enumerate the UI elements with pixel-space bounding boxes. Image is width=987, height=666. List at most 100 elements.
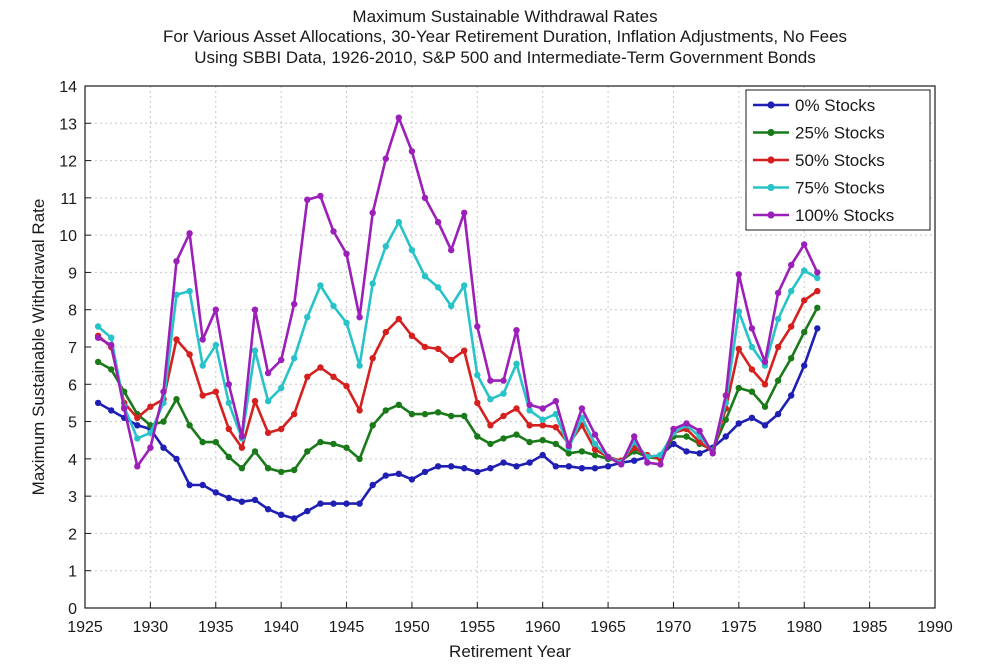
data-point-100pct-stocks [199, 336, 206, 343]
data-point-100pct-stocks [395, 114, 402, 121]
data-point-100pct-stocks [683, 420, 690, 427]
legend-item-0pct-stocks: 0% Stocks [753, 96, 875, 115]
data-point-0pct-stocks [278, 511, 285, 518]
data-point-100pct-stocks [121, 405, 128, 412]
data-point-100pct-stocks [212, 306, 219, 313]
data-point-75pct-stocks [552, 410, 559, 418]
data-point-100pct-stocks [618, 461, 625, 468]
data-point-100pct-stocks [448, 246, 455, 254]
data-point-75pct-stocks [500, 390, 507, 397]
y-tick-label: 2 [68, 526, 77, 543]
data-point-25pct-stocks [591, 451, 599, 459]
data-point-25pct-stocks [748, 388, 756, 395]
data-point-100pct-stocks [238, 433, 246, 440]
data-point-0pct-stocks [748, 414, 756, 421]
y-axis-label: Maximum Sustainable Withdrawal Rate [29, 199, 48, 496]
data-point-25pct-stocks [238, 465, 246, 472]
data-point-50pct-stocks [304, 373, 311, 380]
data-point-0pct-stocks [382, 472, 389, 479]
data-point-0pct-stocks [225, 494, 232, 502]
data-point-25pct-stocks [330, 440, 337, 448]
data-point-75pct-stocks [173, 291, 180, 298]
data-point-25pct-stocks [461, 412, 468, 420]
data-point-0pct-stocks [369, 481, 376, 489]
data-point-0pct-stocks [604, 463, 612, 470]
data-point-100pct-stocks [94, 334, 102, 341]
data-point-50pct-stocks [801, 297, 808, 304]
data-point-100pct-stocks [631, 433, 638, 440]
x-axis-label: Retirement Year [449, 642, 571, 661]
data-point-75pct-stocks [186, 287, 193, 295]
data-point-0pct-stocks [670, 440, 677, 448]
data-point-75pct-stocks [317, 282, 324, 289]
data-point-50pct-stocks [748, 366, 756, 373]
data-point-75pct-stocks [356, 362, 363, 369]
data-point-75pct-stocks [814, 274, 821, 282]
chart-title: Maximum Sustainable Withdrawal Rates For… [163, 7, 847, 67]
data-point-0pct-stocks [317, 500, 324, 507]
data-point-25pct-stocks [304, 448, 311, 455]
data-point-75pct-stocks [108, 334, 115, 341]
data-point-50pct-stocks [238, 444, 246, 451]
data-point-25pct-stocks [317, 438, 324, 446]
legend-marker-100pct-stocks [767, 211, 775, 219]
data-point-0pct-stocks [212, 489, 219, 496]
data-point-50pct-stocks [264, 429, 272, 436]
data-point-100pct-stocks [788, 261, 795, 269]
data-point-50pct-stocks [474, 399, 481, 407]
data-point-0pct-stocks [134, 422, 141, 429]
data-point-50pct-stocks [774, 343, 782, 351]
data-point-0pct-stocks [591, 465, 599, 472]
data-point-75pct-stocks [748, 343, 756, 351]
data-point-50pct-stocks [434, 345, 442, 353]
x-tick-label: 1975 [721, 619, 757, 636]
data-point-100pct-stocks [487, 377, 494, 384]
data-point-100pct-stocks [748, 325, 756, 332]
data-point-50pct-stocks [408, 332, 416, 339]
data-point-0pct-stocks [631, 457, 638, 464]
y-tick-label: 11 [60, 191, 77, 208]
data-point-100pct-stocks [578, 405, 586, 412]
data-point-25pct-stocks [278, 468, 285, 476]
legend-label-75pct-stocks: 75% Stocks [795, 179, 885, 198]
data-point-25pct-stocks [225, 453, 232, 461]
data-point-25pct-stocks [199, 438, 206, 446]
data-point-0pct-stocks [696, 450, 703, 457]
data-point-100pct-stocks [278, 356, 285, 364]
series-layer [94, 114, 821, 522]
x-tick-label: 1930 [133, 619, 169, 636]
data-point-75pct-stocks [264, 397, 272, 405]
y-tick-label: 14 [59, 79, 77, 96]
y-tick-label: 9 [68, 265, 77, 282]
data-point-0pct-stocks [448, 463, 455, 470]
data-point-75pct-stocks [801, 267, 808, 274]
data-point-25pct-stocks [814, 304, 821, 311]
data-point-0pct-stocks [94, 399, 102, 407]
data-point-75pct-stocks [304, 314, 311, 321]
data-point-100pct-stocks [526, 401, 533, 408]
legend-label-25pct-stocks: 25% Stocks [795, 124, 885, 143]
data-point-100pct-stocks [735, 271, 742, 278]
data-point-0pct-stocks [408, 476, 416, 483]
x-tick-label: 1980 [786, 619, 822, 636]
data-point-100pct-stocks [160, 388, 167, 395]
data-point-75pct-stocks [474, 371, 481, 379]
legend-item-25pct-stocks: 25% Stocks [753, 124, 885, 143]
data-point-50pct-stocks [317, 364, 324, 371]
data-point-100pct-stocks [474, 323, 481, 330]
data-point-0pct-stocks [735, 420, 742, 427]
data-point-75pct-stocks [448, 302, 455, 310]
data-point-0pct-stocks [565, 463, 572, 470]
data-point-25pct-stocks [761, 403, 769, 410]
data-point-25pct-stocks [735, 384, 742, 392]
data-point-100pct-stocks [343, 250, 350, 257]
data-point-100pct-stocks [356, 314, 363, 321]
y-tick-label: 10 [59, 228, 77, 245]
data-point-50pct-stocks [735, 345, 742, 353]
y-tick-label: 3 [68, 489, 77, 506]
data-point-25pct-stocks [369, 422, 376, 429]
x-tick-label: 1965 [590, 619, 626, 636]
data-point-100pct-stocks [408, 148, 416, 155]
data-point-50pct-stocks [251, 397, 259, 405]
